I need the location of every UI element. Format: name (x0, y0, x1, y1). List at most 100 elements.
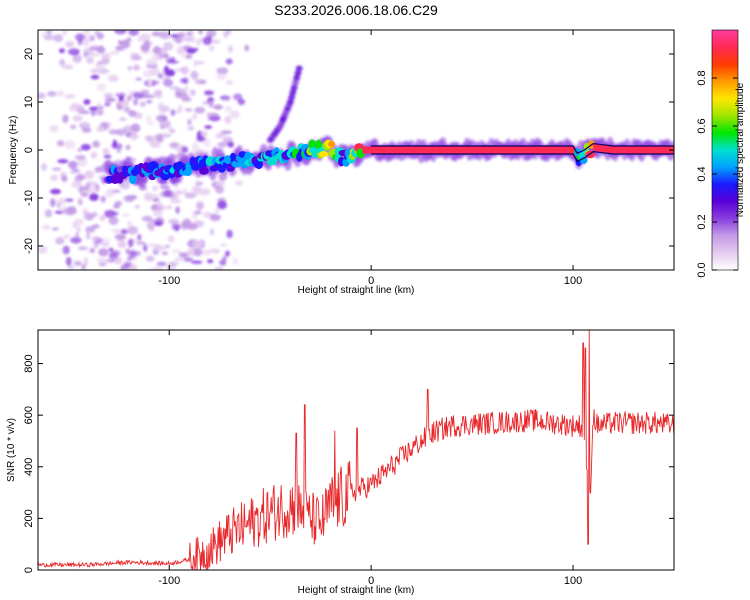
noise-blob (152, 208, 163, 217)
ridge-core-cell (418, 146, 422, 154)
ridge-core-cell (415, 146, 419, 154)
ridge-core-cell (539, 146, 543, 154)
ridge-core-cell (559, 146, 563, 154)
noise-blob (153, 220, 164, 227)
spectrogram-marks (38, 30, 674, 270)
ridge-core-cell (517, 146, 521, 154)
ridge-core-cell (434, 146, 438, 154)
noise-blob (123, 106, 131, 113)
noise-blob (62, 245, 70, 255)
noise-blob (128, 110, 137, 117)
noise-blob (204, 125, 213, 130)
noise-blob (96, 32, 104, 40)
ridge-core-cell (396, 146, 400, 154)
noise-blob (225, 30, 232, 34)
noise-blob (122, 213, 130, 217)
ridge-core-blob (579, 156, 588, 164)
ridge-core-cell (627, 146, 631, 154)
colorbar-tick-label: 0.6 (696, 118, 708, 133)
noise-blob (51, 167, 62, 171)
ridge-core-cell (548, 146, 552, 154)
spectrogram-x-tick-label: 100 (564, 275, 582, 287)
ridge-core-cell (459, 146, 463, 154)
noise-blob (115, 236, 123, 241)
noise-blob (237, 98, 246, 105)
noise-blob (171, 37, 184, 42)
noise-blob (190, 89, 196, 96)
noise-blob (213, 104, 223, 110)
ridge-core-cell (439, 146, 443, 154)
ridge-core-cell (404, 146, 408, 154)
noise-blob (130, 123, 141, 133)
ridge-core-cell (651, 146, 655, 154)
noise-blob (200, 249, 212, 256)
spectrogram-y-axis-label: Frequency (Hz) (8, 116, 19, 185)
noise-blob (70, 236, 82, 244)
noise-blob (209, 228, 214, 236)
ridge-core-cell (607, 145, 611, 153)
noise-blob (169, 128, 176, 134)
ridge-core-cell (635, 146, 639, 154)
ridge-core-cell (441, 146, 445, 154)
noise-blob (123, 195, 135, 203)
noise-blob (225, 58, 233, 65)
noise-blob (184, 108, 193, 112)
noise-blob (50, 198, 56, 208)
noise-blob (163, 78, 174, 87)
noise-blob (109, 51, 120, 55)
noise-blob (101, 242, 110, 247)
ridge-core-cell (399, 146, 403, 154)
noise-blob (78, 199, 83, 206)
ridge-core-cell (644, 146, 648, 154)
noise-blob (101, 57, 110, 65)
noise-blob (234, 180, 244, 186)
noise-blob (90, 53, 100, 57)
noise-blob (174, 190, 184, 195)
ridge-core-cell (481, 146, 485, 154)
ridge-core-cell (562, 146, 566, 154)
noise-blob (50, 174, 59, 181)
ridge-core-cell (641, 146, 645, 154)
noise-blob (89, 247, 96, 254)
noise-blob (208, 99, 214, 108)
ridge-core-cell (422, 146, 426, 154)
snr-plot: -100 0 100 0 200 400 600 800 Height of straight… (6, 329, 675, 596)
noise-blob (127, 220, 132, 227)
ridge-core-cell (612, 146, 616, 154)
ridge-core-cell (493, 146, 497, 154)
side-branch-blob (286, 99, 294, 105)
ridge-core-cell (426, 146, 430, 154)
ridge-core-cell (417, 146, 421, 154)
noise-blob (187, 126, 195, 131)
ridge-core-cell (451, 146, 455, 154)
noise-blob (51, 227, 59, 231)
ridge-core-cell (614, 146, 618, 154)
noise-blob (64, 207, 77, 216)
noise-blob (103, 93, 114, 98)
noise-blob (144, 94, 156, 99)
noise-blob (100, 195, 106, 203)
ridge-core-cell (533, 146, 537, 154)
noise-blob (156, 261, 167, 267)
noise-blob (70, 102, 82, 109)
ridge-core-cell (623, 146, 627, 154)
ridge-core-cell (556, 146, 560, 154)
spectrogram-y-tick-label: -20 (23, 238, 35, 254)
noise-blob (180, 66, 189, 75)
noise-blob (216, 67, 229, 75)
noise-blob (50, 188, 62, 195)
noise-blob (77, 148, 82, 153)
noise-blob (64, 94, 76, 99)
ridge-core-cell (367, 146, 371, 154)
ridge-core-cell (628, 146, 632, 154)
noise-blob (83, 47, 94, 56)
noise-blob (63, 234, 71, 239)
noise-blob (151, 31, 162, 37)
noise-blob (86, 56, 94, 64)
noise-blob (90, 68, 102, 74)
noise-blob (140, 51, 152, 55)
noise-blob (103, 154, 112, 159)
noise-blob (189, 36, 196, 43)
snr-y-tick-label: 200 (23, 509, 35, 527)
